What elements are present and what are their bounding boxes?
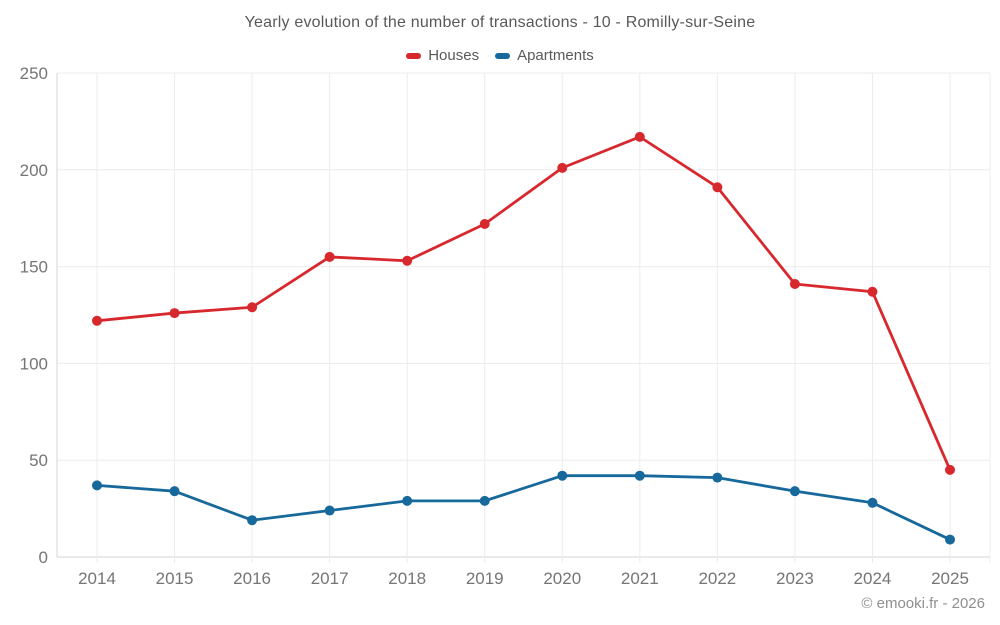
data-point-apartments-2020[interactable] [557,470,568,481]
chart-title: Yearly evolution of the number of transa… [244,14,756,31]
y-axis-tick-label: 100 [20,354,48,373]
data-point-apartments-2015[interactable] [169,486,180,497]
chart-legend: Houses Apartments [0,47,1000,64]
x-axis-tick-label: 2023 [776,569,814,588]
data-point-apartments-2019[interactable] [479,495,490,506]
legend-item-houses[interactable]: Houses [406,47,479,64]
data-point-houses-2014[interactable] [92,315,102,326]
y-axis-tick-label: 0 [39,548,48,567]
houses-swatch-icon [406,52,422,59]
legend-label-apartments: Apartments [517,47,594,64]
x-axis-tick-label: 2020 [543,569,581,588]
x-axis-tick-label: 2024 [854,569,892,588]
data-point-houses-2017[interactable] [324,251,335,262]
x-axis-tick-label: 2025 [931,569,969,588]
data-point-apartments-2023[interactable] [789,486,800,497]
data-point-houses-2018[interactable] [402,255,413,266]
data-point-apartments-2022[interactable] [712,472,723,483]
data-point-houses-2024[interactable] [867,286,878,297]
data-point-apartments-2016[interactable] [247,515,258,526]
data-point-houses-2025[interactable] [945,464,955,475]
data-point-apartments-2024[interactable] [867,497,878,508]
data-point-houses-2019[interactable] [479,219,490,230]
x-axis-tick-label: 2014 [78,569,116,588]
x-axis-tick-label: 2022 [698,569,736,588]
y-axis-tick-label: 200 [20,161,48,180]
y-axis-tick-label: 150 [20,258,48,277]
data-point-apartments-2021[interactable] [634,470,645,481]
x-axis-tick-label: 2019 [466,569,504,588]
data-point-houses-2023[interactable] [789,279,800,290]
data-point-houses-2020[interactable] [557,162,568,173]
x-axis-tick-label: 2018 [388,569,426,588]
x-axis-tick-label: 2021 [621,569,659,588]
y-axis-tick-label: 50 [29,451,48,470]
data-point-apartments-2017[interactable] [324,505,335,516]
data-point-apartments-2025[interactable] [945,534,955,545]
apartments-swatch-icon [495,52,511,59]
data-point-apartments-2014[interactable] [92,480,102,491]
x-axis-tick-label: 2017 [311,569,349,588]
x-axis-tick-label: 2015 [156,569,194,588]
series-line-houses [95,135,952,472]
data-point-houses-2016[interactable] [247,302,258,313]
series-line-apartments [95,474,952,541]
data-point-houses-2015[interactable] [169,308,180,319]
data-point-apartments-2018[interactable] [402,495,413,506]
x-axis-tick-label: 2016 [233,569,271,588]
data-point-houses-2021[interactable] [634,131,645,142]
data-point-houses-2022[interactable] [712,182,723,193]
legend-label-houses: Houses [428,47,480,64]
footer-credit: © emooki.fr - 2026 [861,595,985,612]
legend-item-apartments[interactable]: Apartments [495,47,594,64]
y-axis-tick-label: 250 [20,64,48,83]
